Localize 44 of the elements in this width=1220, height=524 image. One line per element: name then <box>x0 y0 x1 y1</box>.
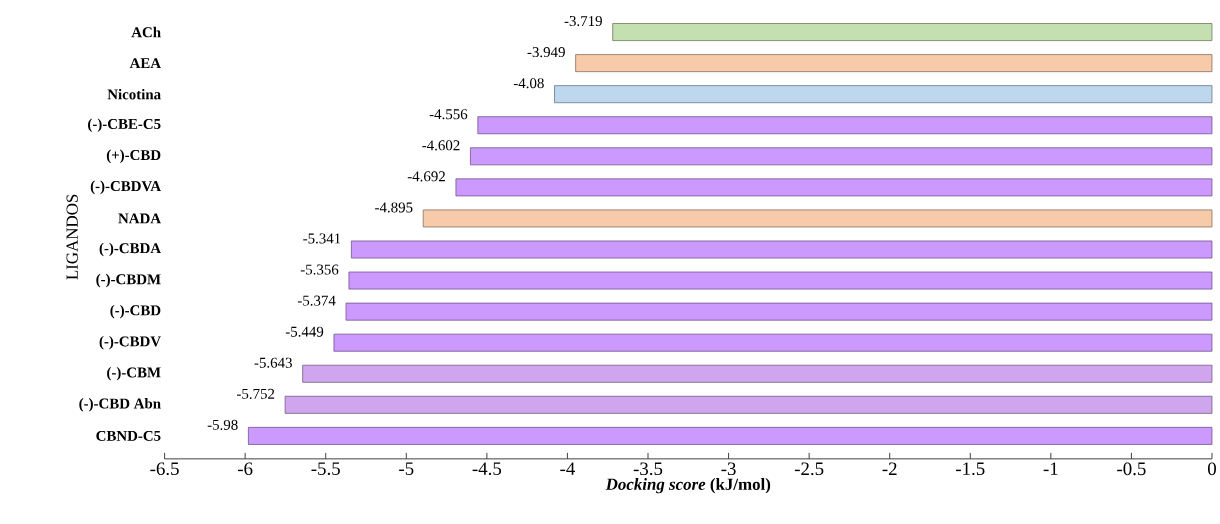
data-label: -5.449 <box>285 326 324 337</box>
data-label: -4.08 <box>513 78 544 89</box>
data-label: -5.643 <box>254 357 292 368</box>
x-tick-label: -1.5 <box>956 462 985 476</box>
data-label: -5.752 <box>236 388 275 400</box>
x-tick-label: -0.5 <box>1117 462 1146 476</box>
y-tick-label: (-)-CBDM <box>96 273 161 288</box>
y-tick-label: (-)-CBDV <box>99 336 161 350</box>
y-tick-label: (-)-CBM <box>107 367 161 381</box>
y-tick-label: Nicotina <box>107 89 161 100</box>
data-label: -5.98 <box>207 419 238 431</box>
x-tick-label: -5.5 <box>311 462 340 476</box>
x-tick-label: 0 <box>1207 462 1216 476</box>
y-tick-label: ACh <box>131 26 161 38</box>
data-label: -4.556 <box>429 109 468 120</box>
y-tick-label: (+)-CBD <box>106 149 161 164</box>
y-tick-label: (-)-CBDVA <box>90 180 161 195</box>
x-tick-label: -2.5 <box>794 462 824 476</box>
x-axis-title: Docking score (kJ/mol) <box>605 478 771 494</box>
y-tick-label: CBND-C5 <box>96 431 161 442</box>
x-tick-label: -4 <box>560 462 576 475</box>
data-label: -3.949 <box>527 47 565 58</box>
data-label: -5.356 <box>300 264 339 275</box>
y-tick-label: (-)-CBD <box>110 305 161 319</box>
x-tick-label: -4.5 <box>472 462 502 476</box>
x-tick-label: -1 <box>1043 462 1058 475</box>
data-label: -4.692 <box>407 171 445 182</box>
x-tick-label: -5 <box>399 462 414 476</box>
x-tick-label: -3.5 <box>633 462 663 476</box>
y-tick-label: (-)-CBDA <box>99 242 161 257</box>
y-tick-label: (-)-CBD Abn <box>79 398 161 412</box>
data-label: -5.374 <box>297 295 336 306</box>
x-tick-label: -6 <box>238 462 253 476</box>
x-tick-label: -3 <box>721 462 736 476</box>
y-tick-label: (-)-CBE-C5 <box>88 118 161 133</box>
y-axis-title: LIGANDOS <box>66 194 78 280</box>
data-label: -5.341 <box>303 233 341 244</box>
y-tick-label: AEA <box>129 58 161 69</box>
data-label: -3.719 <box>564 16 602 27</box>
data-label: -4.895 <box>375 202 413 213</box>
y-tick-label: NADA <box>118 213 161 224</box>
data-label: -4.602 <box>422 140 460 151</box>
x-tick-label: -6.5 <box>150 462 179 476</box>
x-tick-label: -2 <box>882 462 897 476</box>
